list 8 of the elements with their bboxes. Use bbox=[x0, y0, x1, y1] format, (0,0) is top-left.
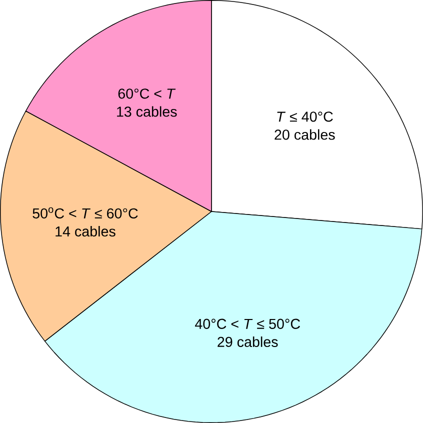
data-label: 13 cables bbox=[117, 106, 177, 117]
data-label: 29 cables bbox=[218, 336, 278, 348]
slice-label: T ≤ 40°C bbox=[277, 112, 333, 122]
data-label: 20 cables bbox=[274, 129, 335, 140]
data-label: 14 cables bbox=[56, 226, 116, 237]
slice-label: 60°C < T bbox=[118, 88, 176, 99]
slice-label: 40°C < T ≤ 50°C bbox=[195, 318, 300, 329]
slice-label: 50$^{o}$C < T ≤ 60°C bbox=[32, 207, 138, 218]
